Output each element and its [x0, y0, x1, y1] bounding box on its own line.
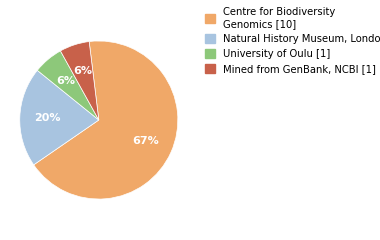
Text: 6%: 6%: [56, 76, 75, 86]
Wedge shape: [20, 70, 99, 165]
Wedge shape: [34, 41, 178, 199]
Text: 6%: 6%: [73, 66, 92, 76]
Wedge shape: [37, 51, 99, 120]
Text: 67%: 67%: [132, 136, 159, 146]
Legend: Centre for Biodiversity
Genomics [10], Natural History Museum, London [3], Unive: Centre for Biodiversity Genomics [10], N…: [203, 5, 380, 76]
Wedge shape: [60, 42, 99, 120]
Text: 20%: 20%: [34, 113, 61, 123]
